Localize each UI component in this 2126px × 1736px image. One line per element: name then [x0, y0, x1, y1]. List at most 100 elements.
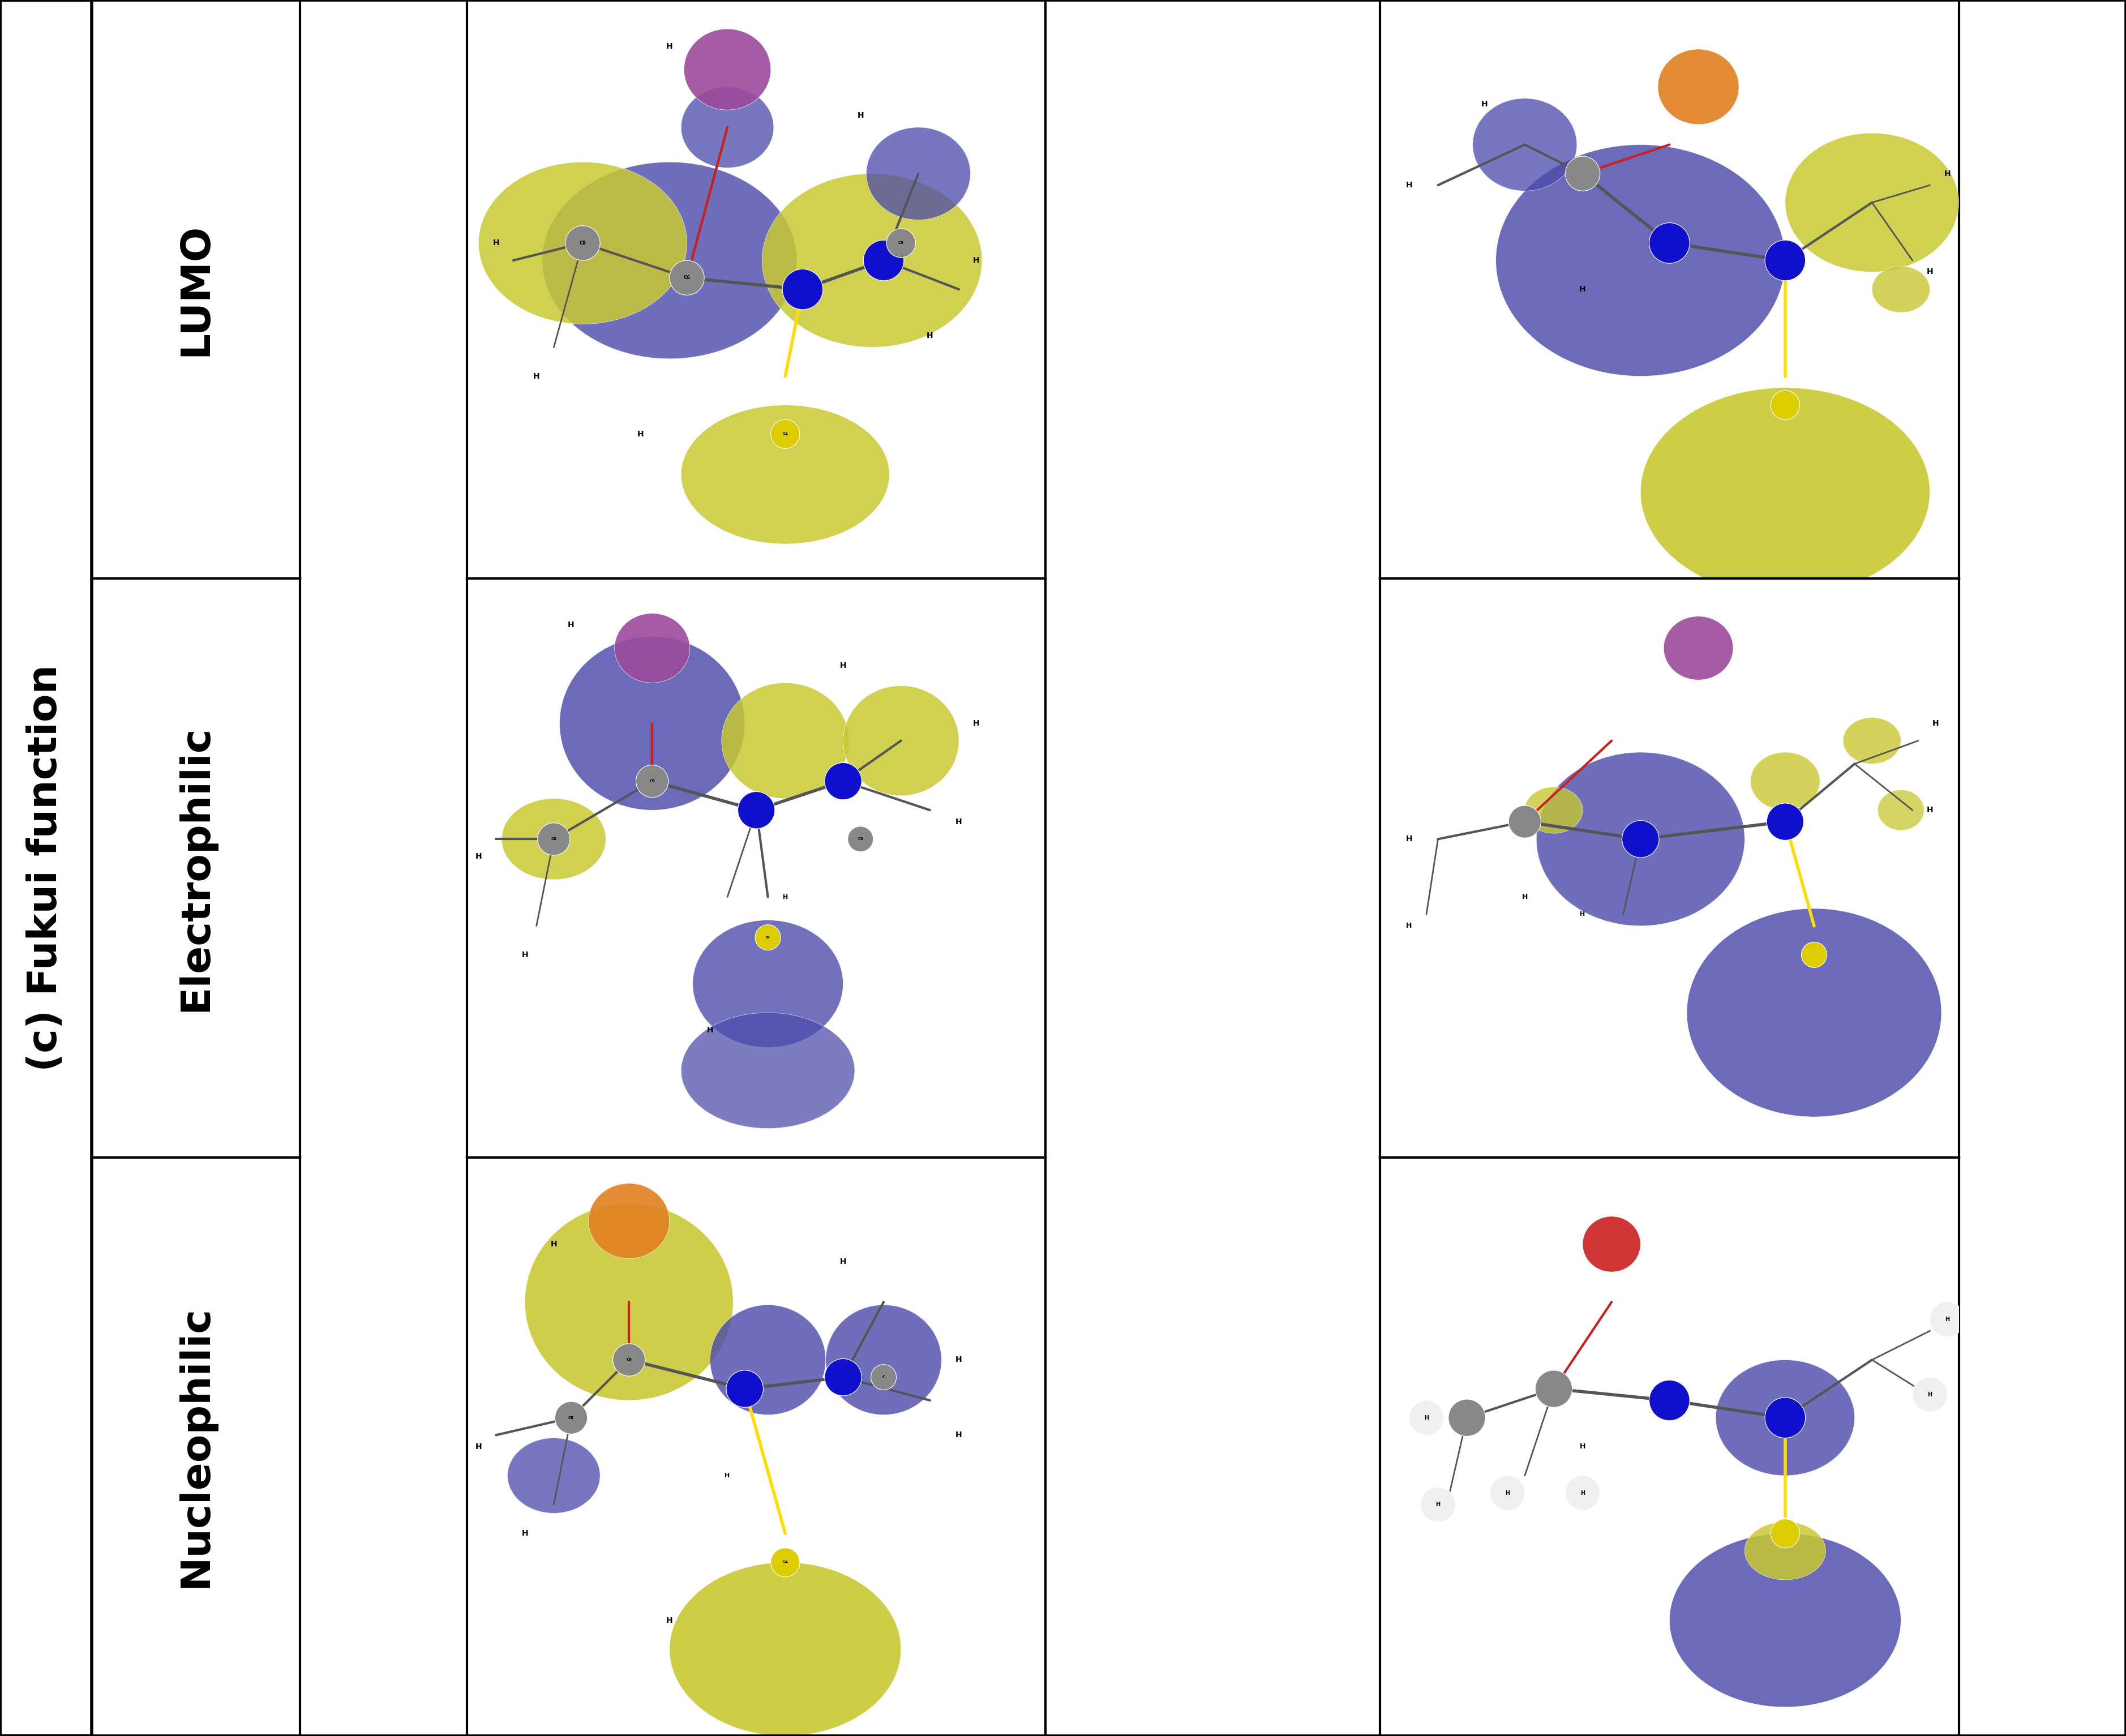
- Text: H: H: [974, 719, 980, 727]
- Ellipse shape: [685, 30, 772, 109]
- Ellipse shape: [1658, 49, 1739, 125]
- Text: H: H: [1405, 922, 1412, 929]
- Text: H: H: [1405, 181, 1412, 189]
- Text: S4: S4: [782, 1561, 789, 1564]
- Text: C6: C6: [648, 779, 655, 783]
- Circle shape: [1801, 943, 1826, 967]
- Circle shape: [1765, 240, 1805, 281]
- Ellipse shape: [1877, 790, 1924, 830]
- Ellipse shape: [1716, 1359, 1854, 1476]
- Text: H: H: [840, 661, 846, 670]
- Ellipse shape: [1524, 786, 1582, 833]
- Text: H: H: [955, 818, 963, 826]
- Text: H: H: [1435, 1502, 1439, 1507]
- Ellipse shape: [1473, 99, 1577, 191]
- Text: H: H: [857, 111, 863, 120]
- Text: C8: C8: [580, 241, 587, 245]
- Text: H: H: [706, 1026, 714, 1035]
- Ellipse shape: [502, 799, 606, 880]
- Circle shape: [1410, 1401, 1444, 1436]
- Ellipse shape: [721, 682, 848, 799]
- Text: H: H: [1580, 285, 1586, 293]
- Ellipse shape: [1786, 134, 1958, 273]
- Circle shape: [1913, 1377, 1947, 1411]
- Text: H: H: [1580, 1489, 1586, 1496]
- Text: H: H: [1424, 1415, 1429, 1420]
- Text: (c) Fukui function: (c) Fukui function: [26, 665, 66, 1071]
- Circle shape: [1930, 1302, 1964, 1337]
- Text: H: H: [974, 257, 980, 264]
- Circle shape: [887, 229, 916, 257]
- Text: H: H: [551, 1240, 557, 1248]
- Ellipse shape: [542, 161, 797, 359]
- Circle shape: [863, 240, 904, 281]
- Circle shape: [755, 925, 780, 950]
- Text: H: H: [955, 1430, 963, 1439]
- Text: C: C: [882, 1375, 884, 1378]
- Ellipse shape: [614, 613, 689, 682]
- Circle shape: [727, 1370, 763, 1408]
- Text: H: H: [1482, 101, 1488, 108]
- Text: Nucleophilic: Nucleophilic: [176, 1305, 215, 1588]
- Ellipse shape: [825, 1305, 942, 1415]
- Ellipse shape: [478, 161, 687, 325]
- Text: H: H: [665, 42, 672, 50]
- Ellipse shape: [1750, 752, 1820, 811]
- Text: C3: C3: [897, 241, 904, 245]
- Text: H: H: [1505, 1489, 1509, 1496]
- Circle shape: [782, 269, 823, 309]
- Ellipse shape: [1537, 752, 1745, 925]
- Circle shape: [1765, 1397, 1805, 1437]
- Circle shape: [1565, 1476, 1601, 1510]
- Text: S4: S4: [765, 936, 770, 939]
- Ellipse shape: [1665, 616, 1733, 681]
- Text: C3: C3: [857, 837, 863, 840]
- Circle shape: [1650, 222, 1690, 264]
- Text: H: H: [1933, 719, 1939, 727]
- Text: H: H: [1945, 1316, 1950, 1323]
- Ellipse shape: [1641, 387, 1930, 595]
- Ellipse shape: [1669, 1533, 1901, 1706]
- Circle shape: [738, 792, 774, 828]
- Text: C6: C6: [627, 1358, 631, 1361]
- Text: H: H: [638, 431, 644, 437]
- Circle shape: [555, 1401, 587, 1434]
- Circle shape: [1509, 806, 1541, 838]
- Circle shape: [1771, 1519, 1799, 1549]
- Ellipse shape: [670, 1562, 901, 1736]
- Circle shape: [636, 766, 668, 797]
- Circle shape: [670, 260, 704, 295]
- Ellipse shape: [680, 404, 889, 543]
- Text: H: H: [1926, 267, 1933, 276]
- Ellipse shape: [680, 1012, 855, 1128]
- Circle shape: [1420, 1488, 1456, 1522]
- Text: Electrophilic: Electrophilic: [176, 724, 215, 1012]
- Text: H: H: [665, 1616, 672, 1625]
- Text: H: H: [782, 894, 789, 899]
- Text: H: H: [1943, 170, 1950, 177]
- Text: C8: C8: [551, 837, 557, 840]
- Text: H: H: [521, 1529, 527, 1538]
- Text: C8: C8: [568, 1417, 574, 1420]
- Text: H: H: [725, 1472, 729, 1479]
- Text: H: H: [521, 951, 527, 958]
- Text: H: H: [1926, 806, 1933, 814]
- Ellipse shape: [710, 1305, 825, 1415]
- Ellipse shape: [761, 174, 982, 347]
- Ellipse shape: [559, 637, 744, 811]
- Ellipse shape: [844, 686, 959, 795]
- Circle shape: [1771, 391, 1799, 420]
- Ellipse shape: [693, 920, 844, 1047]
- Ellipse shape: [680, 87, 774, 168]
- Ellipse shape: [1745, 1522, 1826, 1580]
- Ellipse shape: [1582, 1217, 1641, 1272]
- Text: H: H: [1405, 835, 1412, 844]
- Circle shape: [825, 1359, 861, 1396]
- Text: LUMO: LUMO: [176, 222, 215, 356]
- Ellipse shape: [1497, 144, 1786, 377]
- Circle shape: [872, 1364, 897, 1391]
- Circle shape: [825, 762, 861, 800]
- Text: H: H: [1580, 1443, 1586, 1450]
- Circle shape: [566, 226, 600, 260]
- Text: H: H: [534, 372, 540, 380]
